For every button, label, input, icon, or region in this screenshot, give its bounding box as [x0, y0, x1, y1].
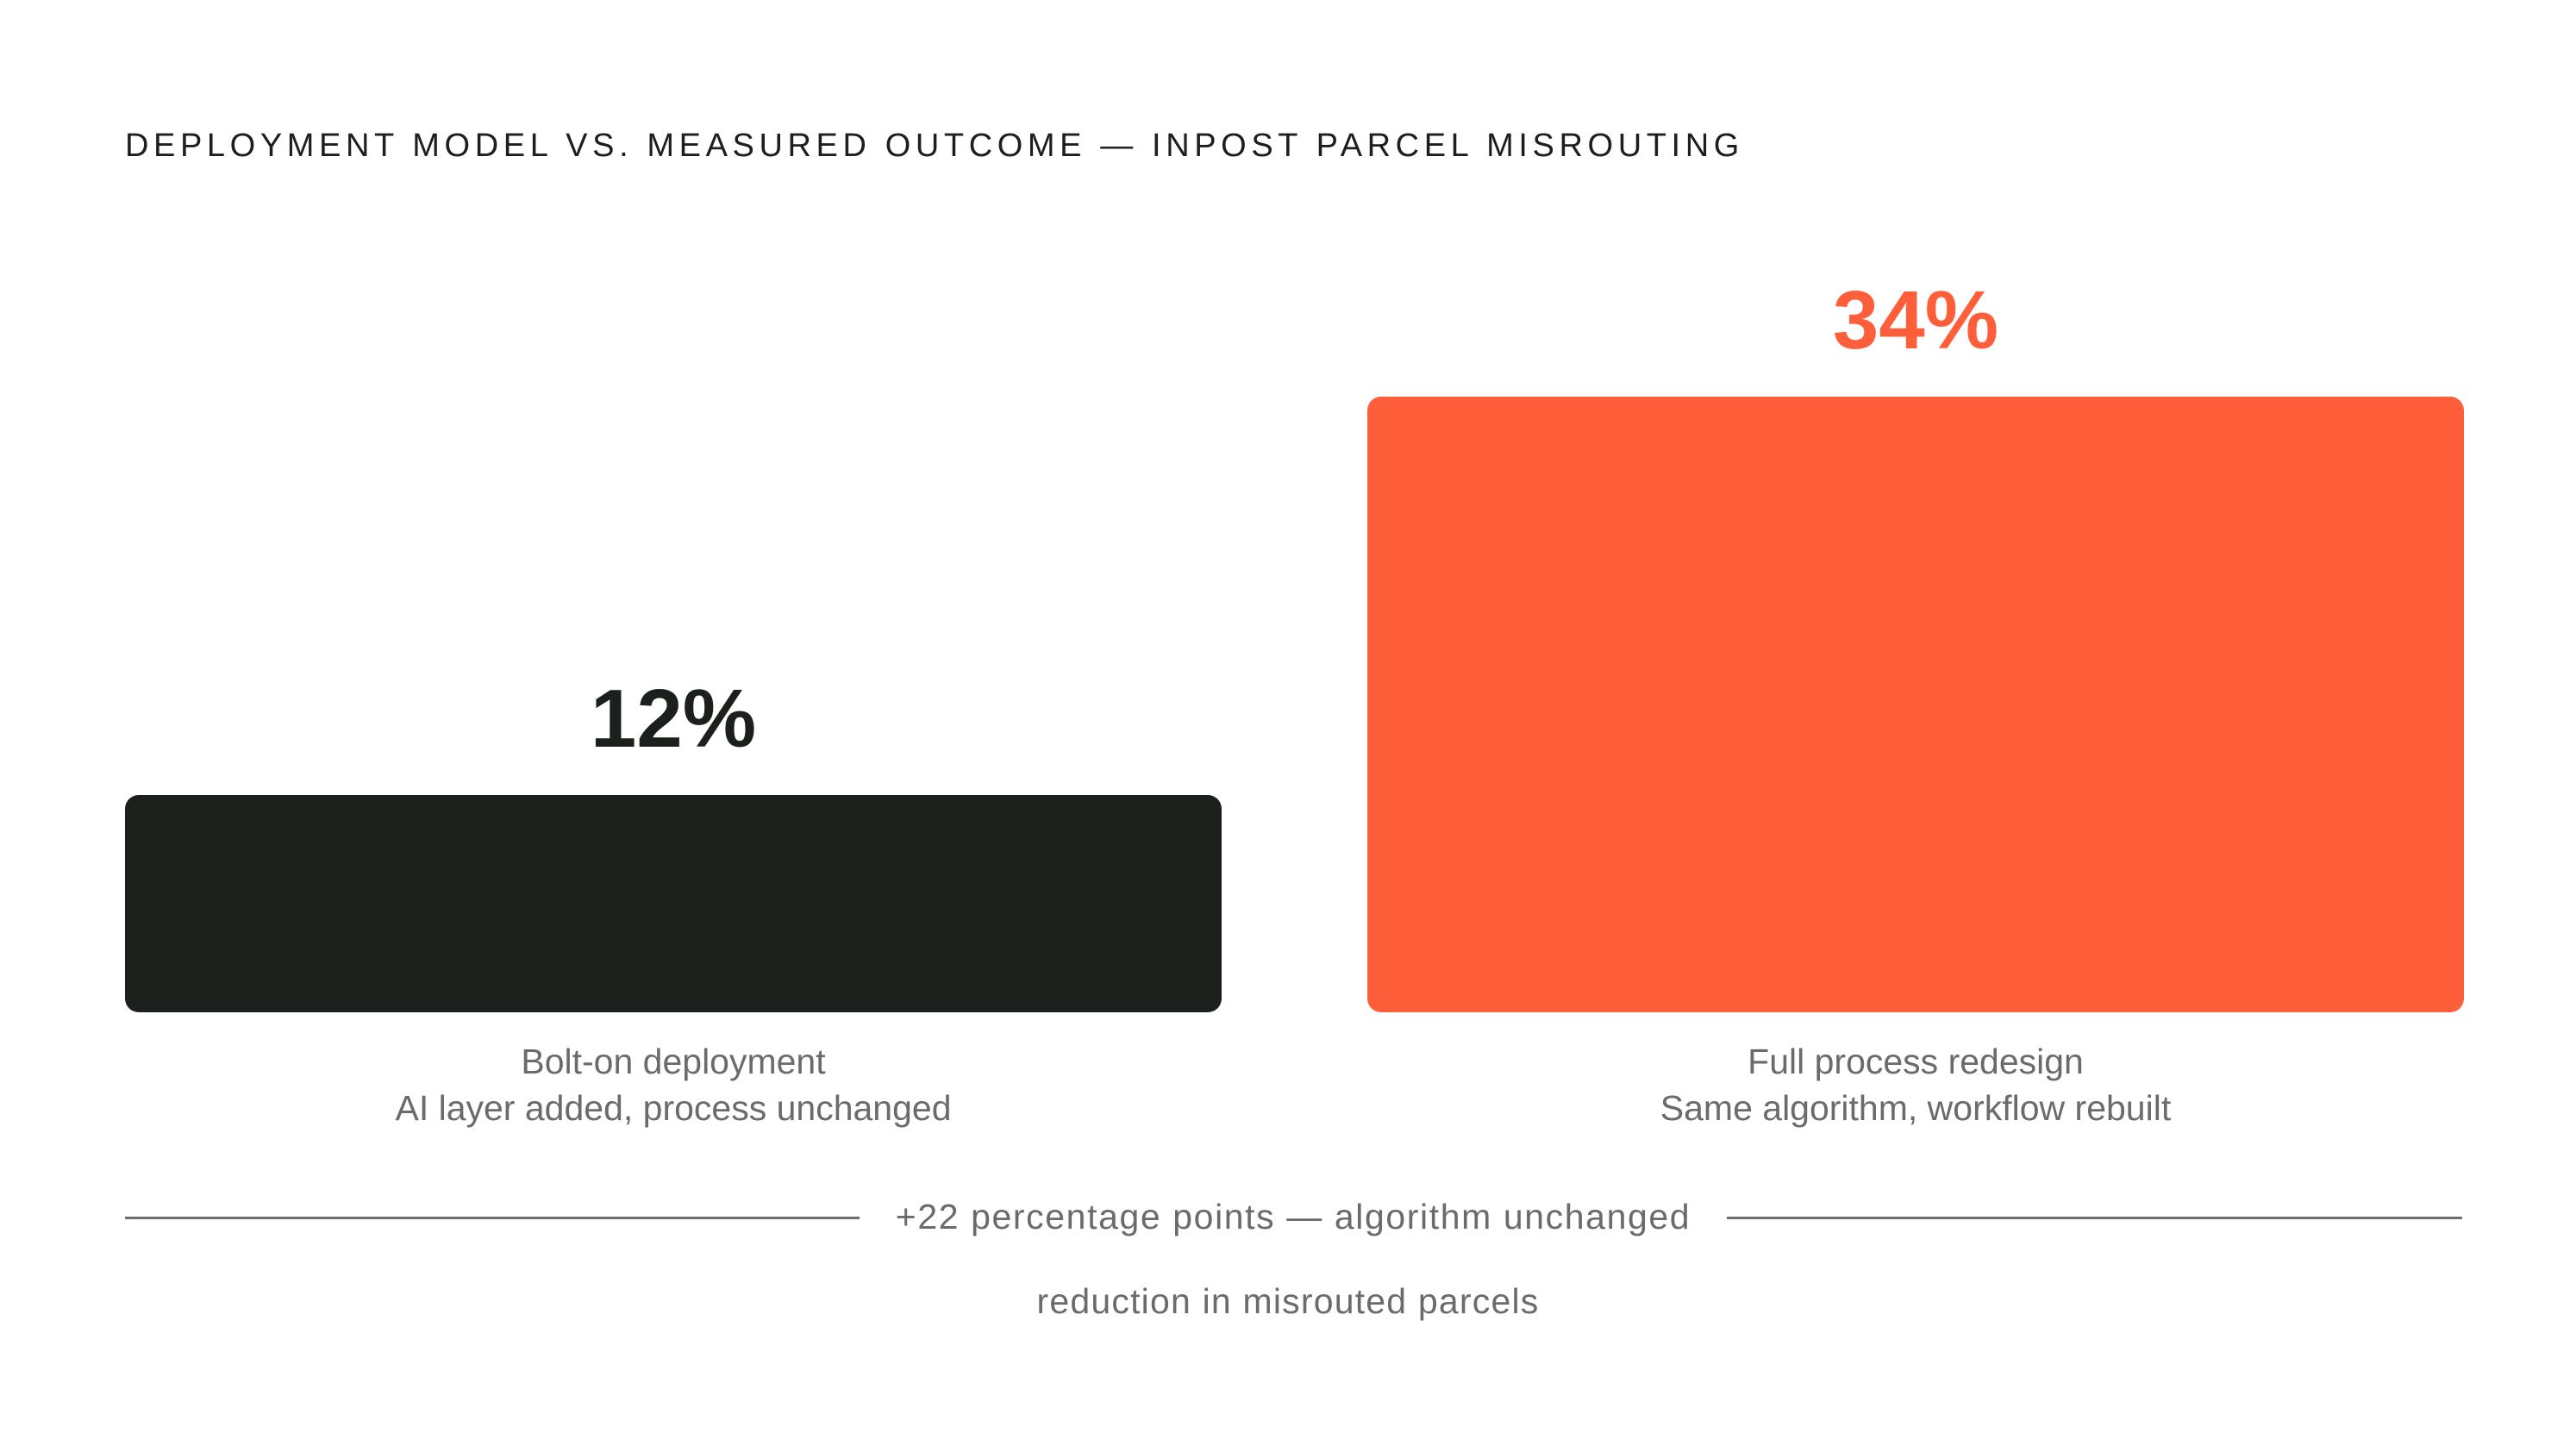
bar-1 — [125, 795, 1222, 1012]
category-label-2: Full process redesign — [1748, 1042, 2084, 1081]
category-label-1: Bolt-on deployment — [521, 1042, 826, 1081]
value-label-1: 12% — [591, 673, 756, 765]
difference-label: +22 percentage points — algorithm unchan… — [895, 1197, 1691, 1236]
category-sublabel-2: Same algorithm, workflow rebuilt — [1660, 1088, 2172, 1128]
category-sublabel-1: AI layer added, process unchanged — [395, 1088, 951, 1128]
value-label-2: 34% — [1833, 274, 1998, 366]
footnote: reduction in misrouted parcels — [1036, 1281, 1540, 1321]
bar-2 — [1367, 397, 2464, 1012]
chart-title: DEPLOYMENT MODEL VS. MEASURED OUTCOME — … — [125, 128, 1744, 164]
difference-line-left — [125, 1217, 860, 1219]
difference-line-right — [1727, 1217, 2462, 1219]
